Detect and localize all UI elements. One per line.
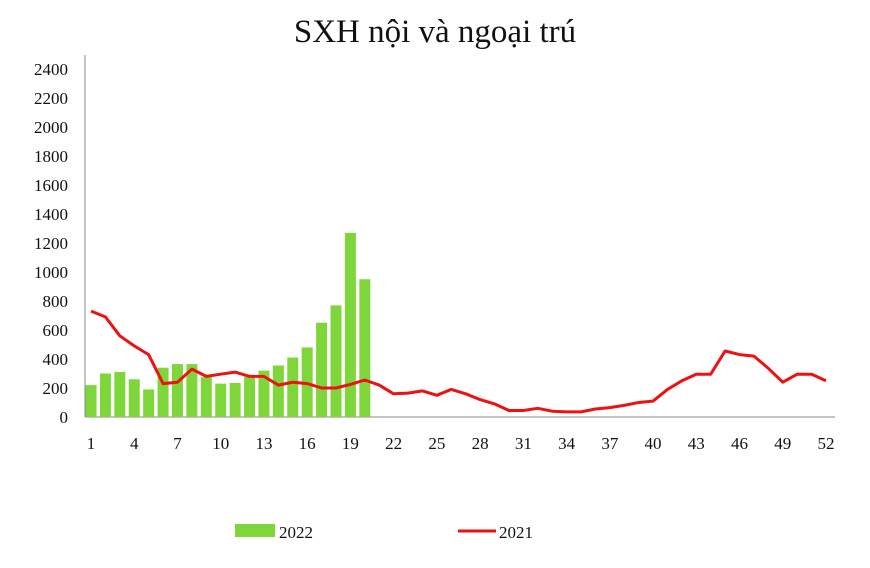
bar-2022-week-1 — [85, 385, 97, 417]
x-tick-label: 34 — [558, 434, 576, 453]
bar-2022-week-6 — [157, 367, 169, 417]
bar-2022-week-4 — [128, 379, 140, 417]
y-tick-label: 1200 — [34, 234, 68, 253]
bar-2022-week-19 — [344, 232, 356, 417]
bar-2022-week-15 — [287, 357, 299, 417]
x-tick-label: 25 — [428, 434, 445, 453]
x-tick-label: 4 — [130, 434, 139, 453]
x-tick-label: 52 — [818, 434, 835, 453]
x-tick-label: 28 — [472, 434, 489, 453]
bar-2022-week-9 — [200, 377, 212, 417]
bar-2022-week-7 — [171, 364, 183, 417]
bar-2022-week-13 — [258, 370, 270, 417]
y-tick-label: 0 — [60, 408, 69, 427]
chart-title: SXH nội và ngoại trú — [293, 14, 577, 50]
bar-2022-week-3 — [114, 372, 126, 417]
y-tick-label: 2400 — [34, 60, 68, 79]
legend-label-2022: 2022 — [279, 523, 313, 542]
y-tick-label: 200 — [43, 379, 69, 398]
x-tick-label: 46 — [731, 434, 748, 453]
legend-swatch-2022 — [235, 524, 275, 537]
x-tick-label: 19 — [342, 434, 359, 453]
bar-2022-week-14 — [272, 365, 284, 417]
bar-2022-week-11 — [229, 382, 241, 417]
x-tick-label: 22 — [385, 434, 402, 453]
y-tick-label: 2000 — [34, 118, 68, 137]
bar-2022-week-12 — [244, 377, 256, 417]
x-tick-label: 49 — [774, 434, 791, 453]
y-tick-label: 1400 — [34, 205, 68, 224]
bar-2022-week-17 — [316, 322, 328, 417]
x-tick-label: 37 — [601, 434, 619, 453]
y-tick-label: 400 — [43, 350, 69, 369]
x-tick-label: 43 — [688, 434, 705, 453]
bar-2022-week-5 — [143, 389, 155, 417]
x-tick-label: 10 — [212, 434, 229, 453]
y-tick-label: 600 — [43, 321, 69, 340]
bar-2022-week-8 — [186, 364, 198, 417]
bar-2022-week-18 — [330, 305, 342, 417]
bar-2022-week-2 — [99, 373, 111, 417]
x-tick-label: 1 — [87, 434, 96, 453]
y-tick-label: 1000 — [34, 263, 68, 282]
y-tick-label: 2200 — [34, 89, 68, 108]
y-tick-label: 1600 — [34, 176, 68, 195]
x-tick-label: 13 — [255, 434, 272, 453]
y-tick-label: 1800 — [34, 147, 68, 166]
x-tick-label: 40 — [645, 434, 662, 453]
bar-2022-week-20 — [359, 279, 371, 417]
legend-label-2021: 2021 — [499, 523, 533, 542]
x-tick-label: 7 — [173, 434, 182, 453]
line-2021 — [90, 309, 827, 414]
bar-2022-week-10 — [215, 383, 227, 417]
y-tick-label: 800 — [43, 292, 69, 311]
x-tick-label: 16 — [299, 434, 316, 453]
x-tick-label: 31 — [515, 434, 532, 453]
